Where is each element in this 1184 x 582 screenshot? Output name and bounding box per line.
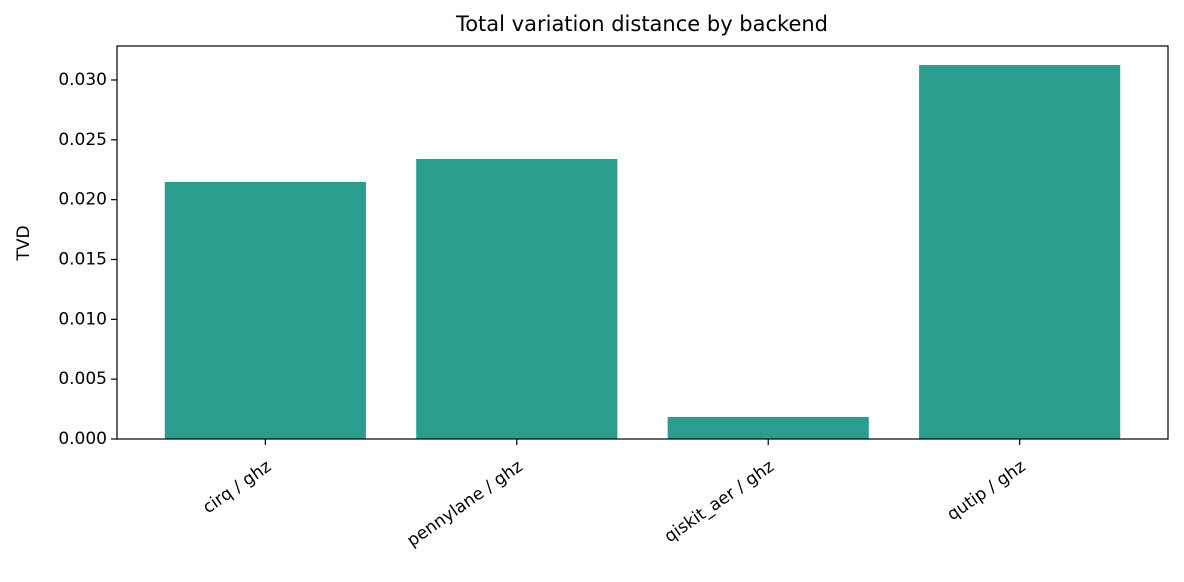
y-tick-label: 0.005 — [58, 369, 107, 389]
y-tick-label: 0.030 — [58, 70, 107, 90]
bar — [416, 158, 618, 439]
y-tick-label: 0.015 — [58, 249, 107, 269]
x-tick-label: pennylane / ghz — [403, 457, 526, 552]
x-tick-label: qiskit_aer / ghz — [661, 457, 778, 547]
y-tick-label: 0.010 — [58, 309, 107, 329]
chart-title: Total variation distance by backend — [455, 12, 828, 36]
y-tick-label: 0.020 — [58, 190, 107, 210]
y-tick-label: 0.025 — [58, 130, 107, 150]
x-tick-label: qutip / ghz — [944, 457, 1030, 525]
y-axis-label: TVD — [14, 225, 34, 261]
plot-frame — [116, 45, 1169, 440]
bar — [919, 65, 1121, 439]
x-tick-label: cirq / ghz — [199, 457, 275, 518]
bar — [667, 416, 869, 439]
y-tick-label: 0.000 — [58, 429, 107, 449]
bar — [164, 181, 366, 439]
